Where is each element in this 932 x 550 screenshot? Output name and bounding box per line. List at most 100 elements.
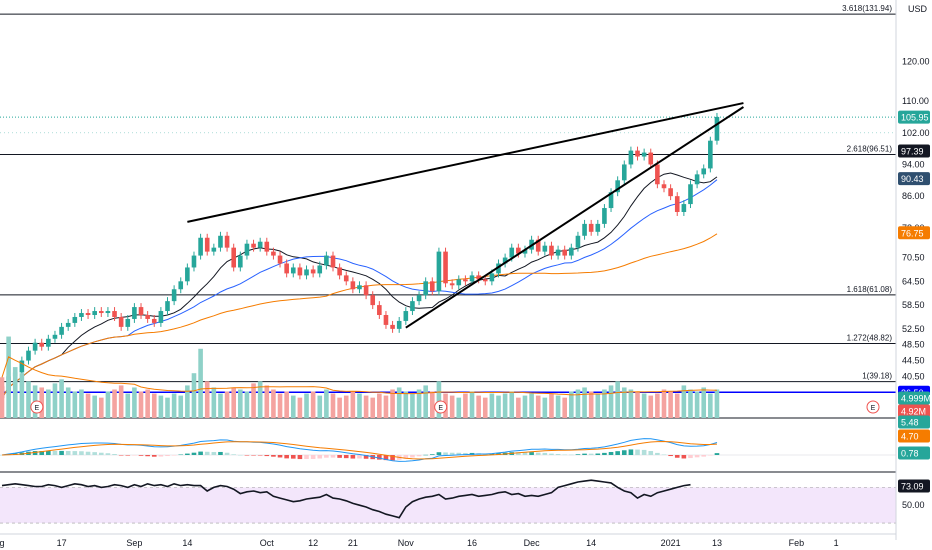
volume-bar: [99, 397, 104, 418]
macd-histogram-bar: [284, 455, 289, 459]
candle-body: [621, 164, 627, 181]
price-tick-label: 110.00: [902, 96, 929, 106]
candle-body: [708, 140, 713, 169]
volume-bar: [0, 377, 5, 418]
volume-bar: [132, 387, 137, 418]
volume-bar: [271, 389, 276, 418]
candle-body: [151, 318, 157, 323]
candle-body: [26, 350, 31, 361]
earnings-marker: [30, 400, 44, 414]
price-tag: 76.75: [901, 228, 924, 238]
macd-histogram-bar: [65, 451, 71, 455]
macd-histogram-bar: [59, 450, 64, 455]
volume-bar: [112, 389, 117, 418]
price-tag-bg: [898, 226, 930, 240]
volume-bar: [674, 393, 680, 418]
price-tick-label: 86.00: [902, 191, 925, 201]
candle-body: [330, 255, 336, 268]
candle-body: [575, 235, 581, 248]
macd-histogram-bar: [708, 455, 713, 456]
macd-histogram-bar: [138, 455, 144, 456]
volume-bar: [350, 391, 356, 418]
macd-histogram-bar: [635, 449, 640, 455]
candle-body: [138, 307, 144, 315]
candle-body: [655, 164, 660, 185]
volume-bar: [178, 395, 184, 418]
macd-histogram-bar: [688, 455, 693, 459]
volume-bar: [85, 393, 91, 418]
macd-histogram-bar: [430, 454, 435, 455]
volume-bar: [304, 393, 309, 418]
volume-bar: [423, 385, 428, 418]
candle-body: [668, 188, 673, 197]
price-pane: 3.618(131.94) 2.618(96.51) 1.618(61.08) 1.2…: [0, 4, 896, 535]
volume-bar: [224, 391, 230, 418]
candle-body: [410, 301, 415, 312]
earnings-marker-label: E: [871, 405, 876, 412]
macd-histogram-bar: [522, 452, 528, 455]
macd-histogram-bar: [39, 451, 45, 455]
volume-bar: [582, 387, 587, 418]
volume-bar: [105, 391, 111, 418]
price-axis: 120.00110.00102.0094.0086.0078.0070.5064…: [895, 0, 931, 540]
volume-bar: [238, 389, 243, 418]
macd-tag: 4.70: [901, 432, 919, 442]
macd-histogram-bar: [46, 450, 51, 455]
fib-level-label: 1.272(48.82): [847, 333, 893, 342]
volume-bar: [79, 389, 84, 418]
macd-histogram-bar: [562, 454, 567, 456]
macd-histogram-bar: [85, 451, 91, 455]
time-tick-label: 17: [57, 538, 67, 548]
sma-long-line: [1, 233, 718, 399]
macd-histogram-bar: [674, 455, 680, 458]
candle-body: [701, 168, 707, 175]
time-tick-label: 1: [834, 538, 839, 548]
candle-body: [19, 360, 25, 373]
macd-histogram-bar: [99, 452, 104, 455]
macd-signal-line: [1, 440, 718, 460]
candle-body: [310, 269, 316, 274]
macd-histogram-bar: [602, 452, 607, 455]
candle-body: [350, 281, 356, 290]
macd-histogram-bar: [569, 454, 574, 456]
macd-histogram-bar: [621, 450, 627, 455]
price-tag: 97.39: [901, 147, 924, 157]
macd-histogram-bar: [317, 455, 323, 459]
macd-histogram-bar: [648, 451, 654, 455]
macd-tag-bg: [898, 415, 930, 429]
macd-histogram-bar: [264, 455, 270, 457]
candle-body: [79, 313, 84, 317]
candle-body: [72, 316, 78, 323]
volume-bar: [330, 393, 336, 418]
macd-histogram-bar: [463, 452, 468, 455]
macd-histogram-bar: [79, 451, 84, 455]
macd-histogram-bar: [244, 455, 250, 456]
volume-average-line: [1, 356, 718, 396]
candle-body: [171, 289, 177, 302]
candle-body: [284, 263, 289, 274]
candle-body: [542, 245, 548, 252]
volume-bar: [436, 381, 442, 418]
candle-body: [39, 342, 45, 347]
macd-histogram-bar: [449, 452, 455, 455]
macd-histogram-bar: [337, 455, 342, 458]
candle-body: [145, 315, 150, 319]
volume-bar: [575, 389, 581, 418]
macd-histogram-bar: [694, 455, 700, 458]
macd-histogram-bar: [377, 455, 382, 460]
candle-body: [324, 255, 329, 266]
macd-histogram-bar: [165, 455, 170, 457]
volume-bar: [198, 348, 203, 418]
price-tick-label: 70.50: [902, 253, 925, 263]
macd-histogram-bar: [416, 455, 422, 457]
volume-bar: [410, 393, 415, 418]
volume-bar: [118, 385, 124, 418]
macd-histogram-bar: [516, 452, 521, 455]
volume-bar: [204, 381, 210, 418]
volume-bar: [251, 383, 256, 418]
macd-histogram-bar: [615, 451, 620, 455]
volume-bar: [569, 391, 574, 418]
time-tick-label: 2021: [661, 538, 681, 548]
